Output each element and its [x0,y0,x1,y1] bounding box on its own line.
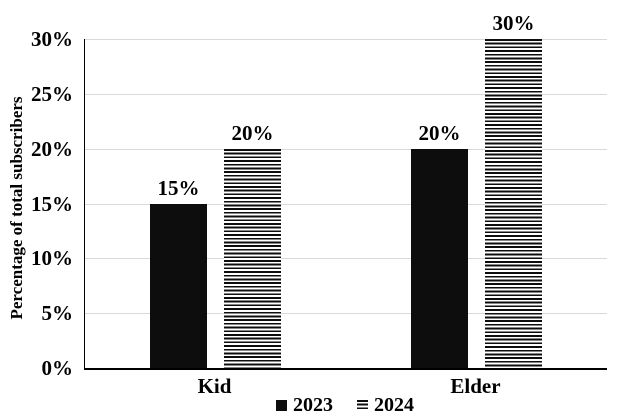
category-label: Kid [197,374,232,398]
y-tick-label: 5% [41,301,74,326]
gridline [85,203,607,205]
bar-kid-2024 [224,148,281,368]
bar-elder-2023 [411,148,468,368]
legend-item-2024: 2024 [357,393,414,417]
legend-item-2023: 2023 [276,393,333,417]
y-tick-label: 0% [41,356,74,380]
bar-value-label: 30% [492,11,535,35]
gridline [85,313,607,315]
bar-kid-2023 [150,203,207,368]
legend: 2023 2024 [84,393,606,417]
gridline [85,258,607,260]
y-tick-label: 15% [31,191,73,216]
bar-value-label: 20% [231,120,274,145]
y-tick-label: 20% [31,136,73,161]
y-tick-label: 10% [31,246,73,271]
x-axis-labels: Kid Elder [84,374,606,398]
y-tick-label: 25% [31,81,73,106]
y-axis-ticks: 0% 5% 10% 15% 20% 25% 30% [0,28,74,379]
y-tick-label: 30% [31,27,73,51]
bar-value-label: 15% [157,175,200,200]
gridline [85,93,607,95]
bar-value-label: 20% [418,120,461,145]
gridline [85,148,607,150]
solid-square-icon [276,399,287,411]
gridline [85,39,607,40]
striped-square-icon [357,399,368,411]
category-label: Elder [450,374,501,398]
legend-label: 2024 [374,394,414,416]
legend-label: 2023 [293,394,333,416]
bar-elder-2024 [485,39,542,368]
plot-area: 15% 20% 20% 30% [84,11,607,370]
